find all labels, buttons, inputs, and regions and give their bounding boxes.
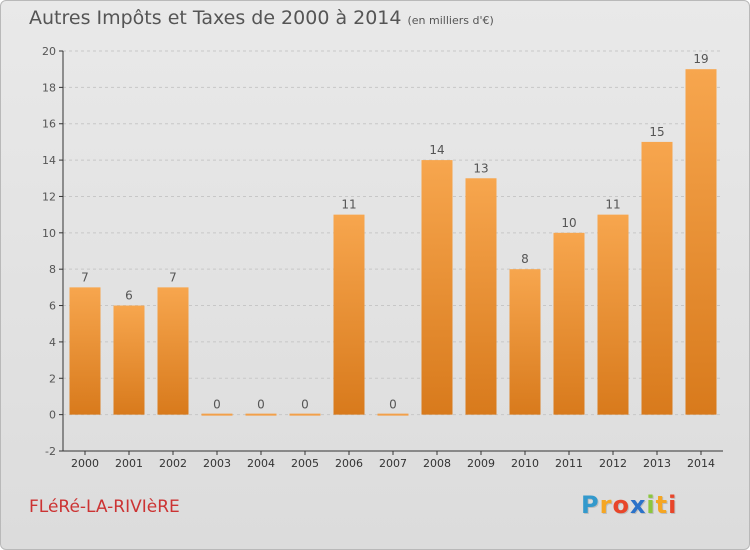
logo-letter: i bbox=[668, 491, 678, 519]
bar-value-label: 7 bbox=[169, 270, 177, 284]
logo-letter: P bbox=[581, 491, 600, 519]
chart-unit: (en milliers d'€) bbox=[407, 14, 494, 27]
bar bbox=[377, 413, 409, 416]
y-tick-label: 4 bbox=[49, 336, 56, 349]
y-tick-label: -2 bbox=[45, 445, 56, 458]
bar bbox=[333, 214, 365, 415]
y-tick-label: 0 bbox=[49, 409, 56, 422]
logo-letter: x bbox=[629, 491, 647, 519]
bar-value-label: 8 bbox=[521, 252, 529, 266]
x-tick-label: 2007 bbox=[379, 457, 407, 470]
logo-letter: r bbox=[599, 491, 613, 519]
bar-value-label: 14 bbox=[429, 143, 444, 157]
bar bbox=[289, 413, 321, 416]
y-tick-label: 12 bbox=[42, 190, 56, 203]
bar bbox=[69, 287, 101, 415]
bar-value-label: 19 bbox=[693, 52, 708, 66]
y-tick-label: 8 bbox=[49, 263, 56, 276]
x-tick-label: 2004 bbox=[247, 457, 275, 470]
bar bbox=[465, 178, 497, 415]
bar bbox=[597, 214, 629, 415]
x-tick-label: 2001 bbox=[115, 457, 143, 470]
y-tick-label: 2 bbox=[49, 372, 56, 385]
y-tick-label: 20 bbox=[42, 45, 56, 58]
logo-letter: t bbox=[655, 491, 669, 519]
y-tick-label: 18 bbox=[42, 81, 56, 94]
bar bbox=[113, 305, 145, 415]
x-tick-label: 2008 bbox=[423, 457, 451, 470]
logo-letter: i bbox=[646, 491, 656, 519]
bar bbox=[641, 141, 673, 415]
x-tick-label: 2011 bbox=[555, 457, 583, 470]
bar-value-label: 11 bbox=[605, 198, 620, 212]
bar-value-label: 0 bbox=[301, 398, 309, 412]
x-tick-label: 2010 bbox=[511, 457, 539, 470]
x-tick-label: 2013 bbox=[643, 457, 671, 470]
bar-value-label: 0 bbox=[213, 398, 221, 412]
bar bbox=[553, 232, 585, 415]
y-tick-label: 16 bbox=[42, 118, 56, 131]
y-tick-label: 14 bbox=[42, 154, 56, 167]
x-tick-label: 2000 bbox=[71, 457, 99, 470]
logo-letter: o bbox=[612, 491, 630, 519]
x-tick-label: 2006 bbox=[335, 457, 363, 470]
y-tick-label: 6 bbox=[49, 300, 56, 313]
bar-value-label: 15 bbox=[649, 125, 664, 139]
bar-value-label: 13 bbox=[473, 161, 488, 175]
bar-value-label: 11 bbox=[341, 198, 356, 212]
x-tick-label: 2009 bbox=[467, 457, 495, 470]
chart-title-text: Autres Impôts et Taxes de 2000 à 2014 bbox=[29, 7, 402, 29]
bar-value-label: 6 bbox=[125, 289, 133, 303]
bar bbox=[685, 69, 717, 415]
bar bbox=[509, 269, 541, 415]
commune-name: FLéRé-LA-RIVIèRE bbox=[29, 497, 180, 517]
x-tick-label: 2003 bbox=[203, 457, 231, 470]
bar-value-label: 10 bbox=[561, 216, 576, 230]
chart-title: Autres Impôts et Taxes de 2000 à 2014 (en… bbox=[29, 7, 494, 29]
x-tick-label: 2005 bbox=[291, 457, 319, 470]
bar bbox=[201, 413, 233, 416]
x-tick-label: 2014 bbox=[687, 457, 715, 470]
y-tick-label: 10 bbox=[42, 227, 56, 240]
proxiti-logo[interactable]: Proxiti bbox=[581, 491, 677, 519]
bar bbox=[245, 413, 277, 416]
bar bbox=[157, 287, 189, 415]
x-tick-label: 2002 bbox=[159, 457, 187, 470]
bar-value-label: 7 bbox=[81, 270, 89, 284]
bar bbox=[421, 160, 453, 415]
x-tick-label: 2012 bbox=[599, 457, 627, 470]
bar-value-label: 0 bbox=[389, 398, 397, 412]
bar-value-label: 0 bbox=[257, 398, 265, 412]
